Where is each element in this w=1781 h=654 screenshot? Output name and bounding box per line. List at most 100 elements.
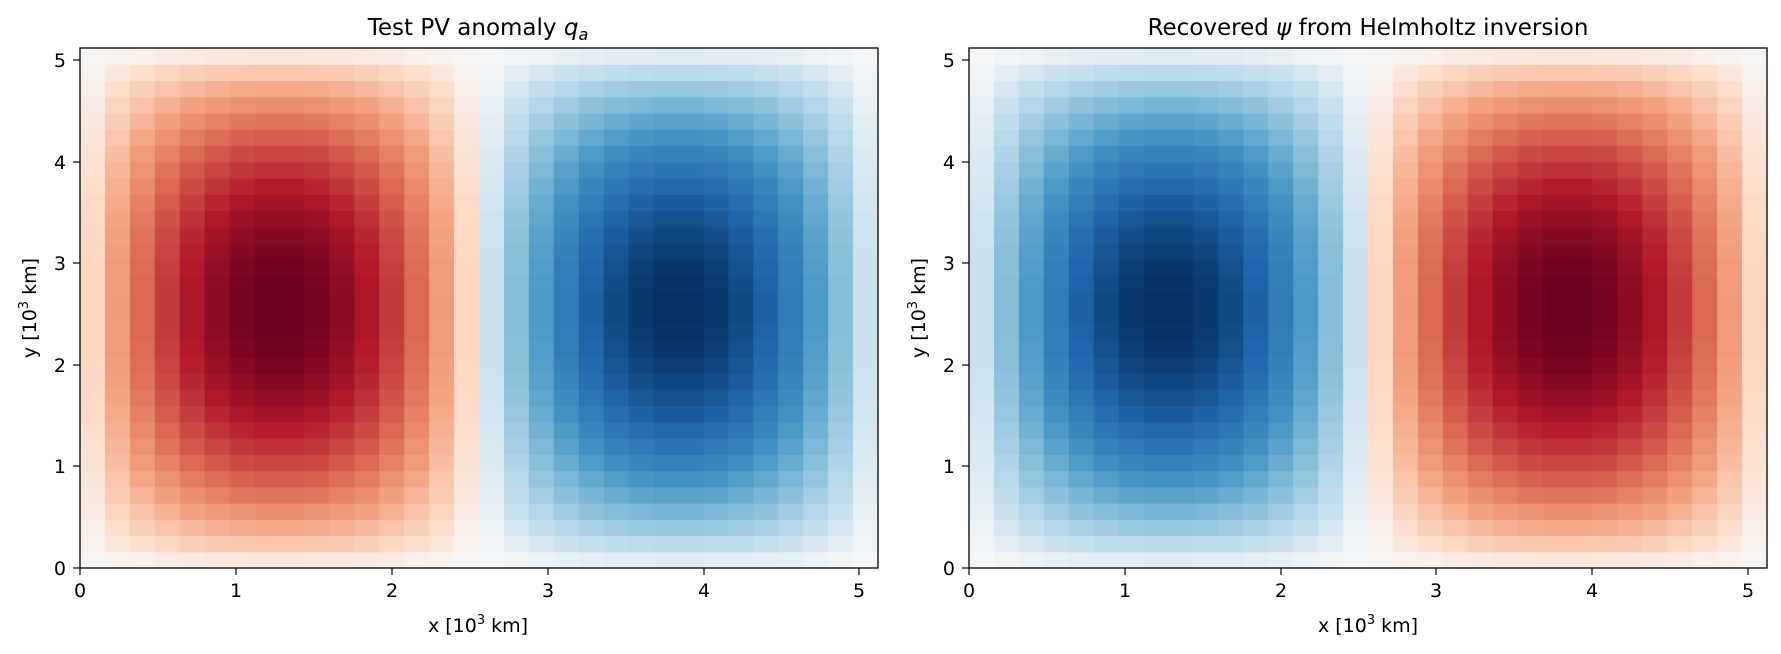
panel-2-x-axis-label: x [103 km] [1318,613,1418,637]
heatmap-cell [354,503,380,520]
heatmap-cell [1293,324,1319,342]
heatmap-cell [553,210,580,228]
heatmap-cell [404,64,430,82]
heatmap-cell [304,178,330,195]
heatmap-cell [129,454,156,472]
heatmap-cell [1417,356,1444,374]
heatmap-cell [1343,421,1369,439]
heatmap-cell [828,503,854,520]
heatmap-cell [753,324,779,342]
heatmap-cell [1467,438,1494,455]
heatmap-cell [1118,486,1145,504]
heatmap-cell [279,275,306,293]
heatmap-cell [1343,226,1369,244]
heatmap-cell [803,226,829,244]
heatmap-cell [703,486,729,504]
heatmap-cell [503,259,530,277]
heatmap-cell [778,161,804,179]
heatmap-cell [80,226,106,244]
heatmap-cell [1018,438,1045,455]
heatmap-cell [1567,340,1594,358]
heatmap-cell [80,405,106,423]
heatmap-cell [1417,259,1444,277]
heatmap-cell [1018,405,1045,423]
heatmap-cell [229,96,256,114]
heatmap-cell [404,113,430,130]
heatmap-cell [1442,470,1469,488]
heatmap-cell [993,178,1020,195]
heatmap-cell [154,243,181,260]
heatmap-cell [1343,503,1369,520]
heatmap-cell [1118,470,1145,488]
heatmap-cell [1118,356,1145,374]
heatmap-cell [503,96,530,114]
heatmap-cell [553,161,580,179]
heatmap-cell [1043,161,1070,179]
heatmap-cell [154,48,181,65]
heatmap-cell [503,178,530,195]
heatmap-cell [1293,210,1319,228]
heatmap-cell [254,161,281,179]
heatmap-cell [1592,129,1618,147]
heatmap-cell [528,324,555,342]
heatmap-cell [1692,324,1718,342]
heatmap-cell [578,356,605,374]
heatmap-cell [993,454,1020,472]
panel-2-y-tick-label-4: 4 [943,152,955,174]
heatmap-cell [379,373,405,390]
heatmap-cell [578,438,605,455]
panel-1-y-ticks: 0 1 2 3 4 5 [54,50,80,580]
heatmap-cell [1667,48,1693,65]
heatmap-cell [1293,551,1319,569]
heatmap-cell [553,178,580,195]
heatmap-cell [753,178,779,195]
heatmap-cell [279,64,306,82]
heatmap-cell [628,551,655,569]
heatmap-cell [1442,486,1469,504]
heatmap-cell [728,438,754,455]
panel-2-x-tick-label-3: 3 [1430,580,1442,602]
heatmap-cell [1617,113,1643,130]
heatmap-cell [993,259,1020,277]
heatmap-cell [479,389,505,407]
heatmap-cell [1642,535,1668,553]
heatmap-cell [1068,275,1095,293]
heatmap-cell [1567,275,1594,293]
heatmap-cell [1542,259,1569,277]
heatmap-cell [1218,96,1244,114]
heatmap-cell [1617,535,1643,553]
heatmap-cell [803,194,829,212]
heatmap-cell [154,324,181,342]
heatmap-cell [1143,324,1170,342]
heatmap-cell [1368,438,1394,455]
heatmap-cell [1492,210,1519,228]
heatmap-cell [1018,161,1045,179]
heatmap-cell [254,340,281,358]
heatmap-cell [828,145,854,163]
heatmap-cell [1717,486,1743,504]
heatmap-cell [354,178,380,195]
heatmap-cell [479,551,505,569]
heatmap-cell [1243,48,1269,65]
heatmap-cell [1717,178,1743,195]
heatmap-cell [1467,48,1494,65]
heatmap-cell [1717,161,1743,179]
heatmap-cell [1218,145,1244,163]
heatmap-cell [1318,454,1344,472]
heatmap-cell [404,324,430,342]
heatmap-cell [1492,503,1519,520]
heatmap-cell [578,421,605,439]
heatmap-cell [778,373,804,390]
heatmap-cell [1617,161,1643,179]
heatmap-cell [628,340,655,358]
heatmap-cell [1168,356,1195,374]
heatmap-cell [603,161,630,179]
heatmap-cell [304,291,330,309]
heatmap-cell [1492,535,1519,553]
heatmap-cell [154,178,181,195]
heatmap-cell [1068,340,1095,358]
heatmap-cell [728,486,754,504]
heatmap-cell [1043,145,1070,163]
heatmap-cell [229,113,256,130]
heatmap-cell [179,226,206,244]
